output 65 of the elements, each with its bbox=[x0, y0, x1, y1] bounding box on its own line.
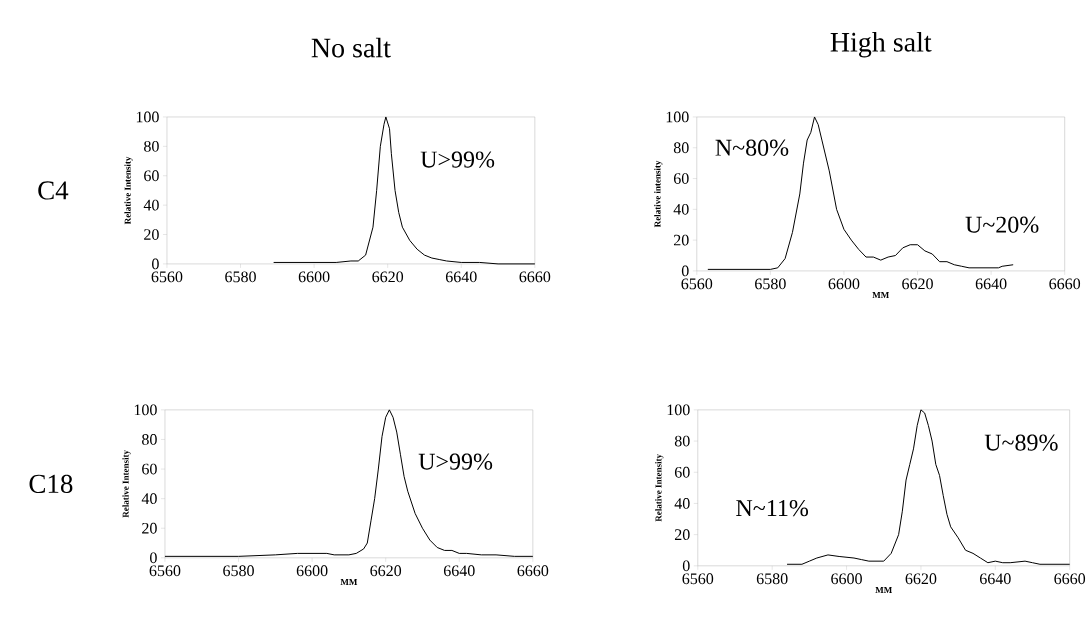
x-axis-title: MM bbox=[872, 292, 889, 299]
text: C18 bbox=[29, 474, 73, 494]
annotation: N~80% bbox=[715, 139, 789, 156]
x-tick-label: 6660 bbox=[1054, 573, 1086, 585]
x-tick-label: 6620 bbox=[370, 565, 402, 577]
annotation: U>99% bbox=[418, 453, 493, 470]
annotation: U~20% bbox=[965, 216, 1039, 233]
annotation: U~89% bbox=[984, 434, 1058, 451]
y-tick-label: 0 bbox=[150, 552, 157, 564]
y-tick-label: 60 bbox=[674, 466, 690, 478]
chart-title: No salt bbox=[311, 37, 391, 58]
y-axis-title: Relative Intensity bbox=[655, 454, 664, 522]
y-tick-label: 80 bbox=[142, 434, 157, 445]
y-tick-label: 40 bbox=[674, 498, 690, 509]
y-axis-title: Relative Intensity bbox=[122, 450, 131, 518]
x-tick-label: 6620 bbox=[905, 573, 937, 585]
annotation: N~11% bbox=[736, 500, 809, 517]
x-tick-label: 6640 bbox=[443, 565, 475, 577]
y-tick-label: 20 bbox=[673, 234, 689, 246]
y-tick-label: 80 bbox=[674, 435, 690, 447]
y-tick-label: 60 bbox=[142, 463, 157, 475]
annotation: U>99% bbox=[420, 151, 495, 168]
x-axis-title: MM bbox=[340, 579, 358, 586]
y-axis-title: Relative Intensity bbox=[124, 156, 133, 225]
x-axis-title: MM bbox=[875, 587, 892, 593]
y-tick-label: 100 bbox=[134, 404, 157, 416]
x-tick-label: 6640 bbox=[445, 271, 477, 283]
y-tick-label: 40 bbox=[143, 199, 159, 211]
x-tick-label: 6580 bbox=[225, 271, 256, 283]
y-tick-label: 80 bbox=[673, 142, 689, 154]
y-tick-label: 80 bbox=[144, 141, 159, 152]
y-tick-label: 20 bbox=[142, 522, 157, 534]
x-tick-label: 6560 bbox=[682, 573, 714, 585]
y-tick-label: 100 bbox=[136, 111, 159, 123]
x-tick-label: 6660 bbox=[517, 565, 549, 577]
y-tick-label: 0 bbox=[682, 560, 690, 572]
x-tick-label: 6600 bbox=[298, 271, 330, 283]
x-tick-label: 6600 bbox=[828, 278, 860, 290]
x-tick-label: 6580 bbox=[756, 573, 788, 585]
y-tick-label: 40 bbox=[673, 204, 689, 215]
x-tick-label: 6660 bbox=[519, 271, 551, 283]
x-tick-label: 6660 bbox=[1049, 278, 1081, 290]
y-tick-label: 60 bbox=[144, 170, 159, 182]
x-tick-label: 6580 bbox=[755, 278, 786, 290]
y-tick-label: 0 bbox=[681, 265, 689, 277]
x-tick-label: 6560 bbox=[149, 565, 181, 577]
x-tick-label: 6560 bbox=[151, 271, 183, 283]
chart-title: High salt bbox=[830, 32, 932, 58]
y-axis-title: Relative intensity bbox=[654, 160, 663, 228]
x-tick-label: 6560 bbox=[681, 278, 713, 290]
y-tick-label: 20 bbox=[144, 229, 159, 241]
y-tick-label: 100 bbox=[666, 111, 689, 123]
x-tick-label: 6620 bbox=[902, 278, 933, 290]
y-tick-label: 20 bbox=[674, 529, 690, 541]
y-tick-label: 0 bbox=[152, 258, 159, 270]
x-tick-label: 6620 bbox=[372, 271, 404, 283]
text: C4 bbox=[38, 181, 69, 200]
y-tick-label: 40 bbox=[141, 493, 157, 505]
x-tick-label: 6580 bbox=[223, 565, 254, 577]
x-tick-label: 6600 bbox=[831, 573, 862, 585]
x-tick-label: 6640 bbox=[975, 278, 1007, 290]
y-tick-label: 60 bbox=[673, 173, 689, 185]
x-tick-label: 6640 bbox=[980, 573, 1011, 585]
y-tick-label: 100 bbox=[667, 404, 690, 416]
x-tick-label: 6600 bbox=[296, 565, 328, 577]
